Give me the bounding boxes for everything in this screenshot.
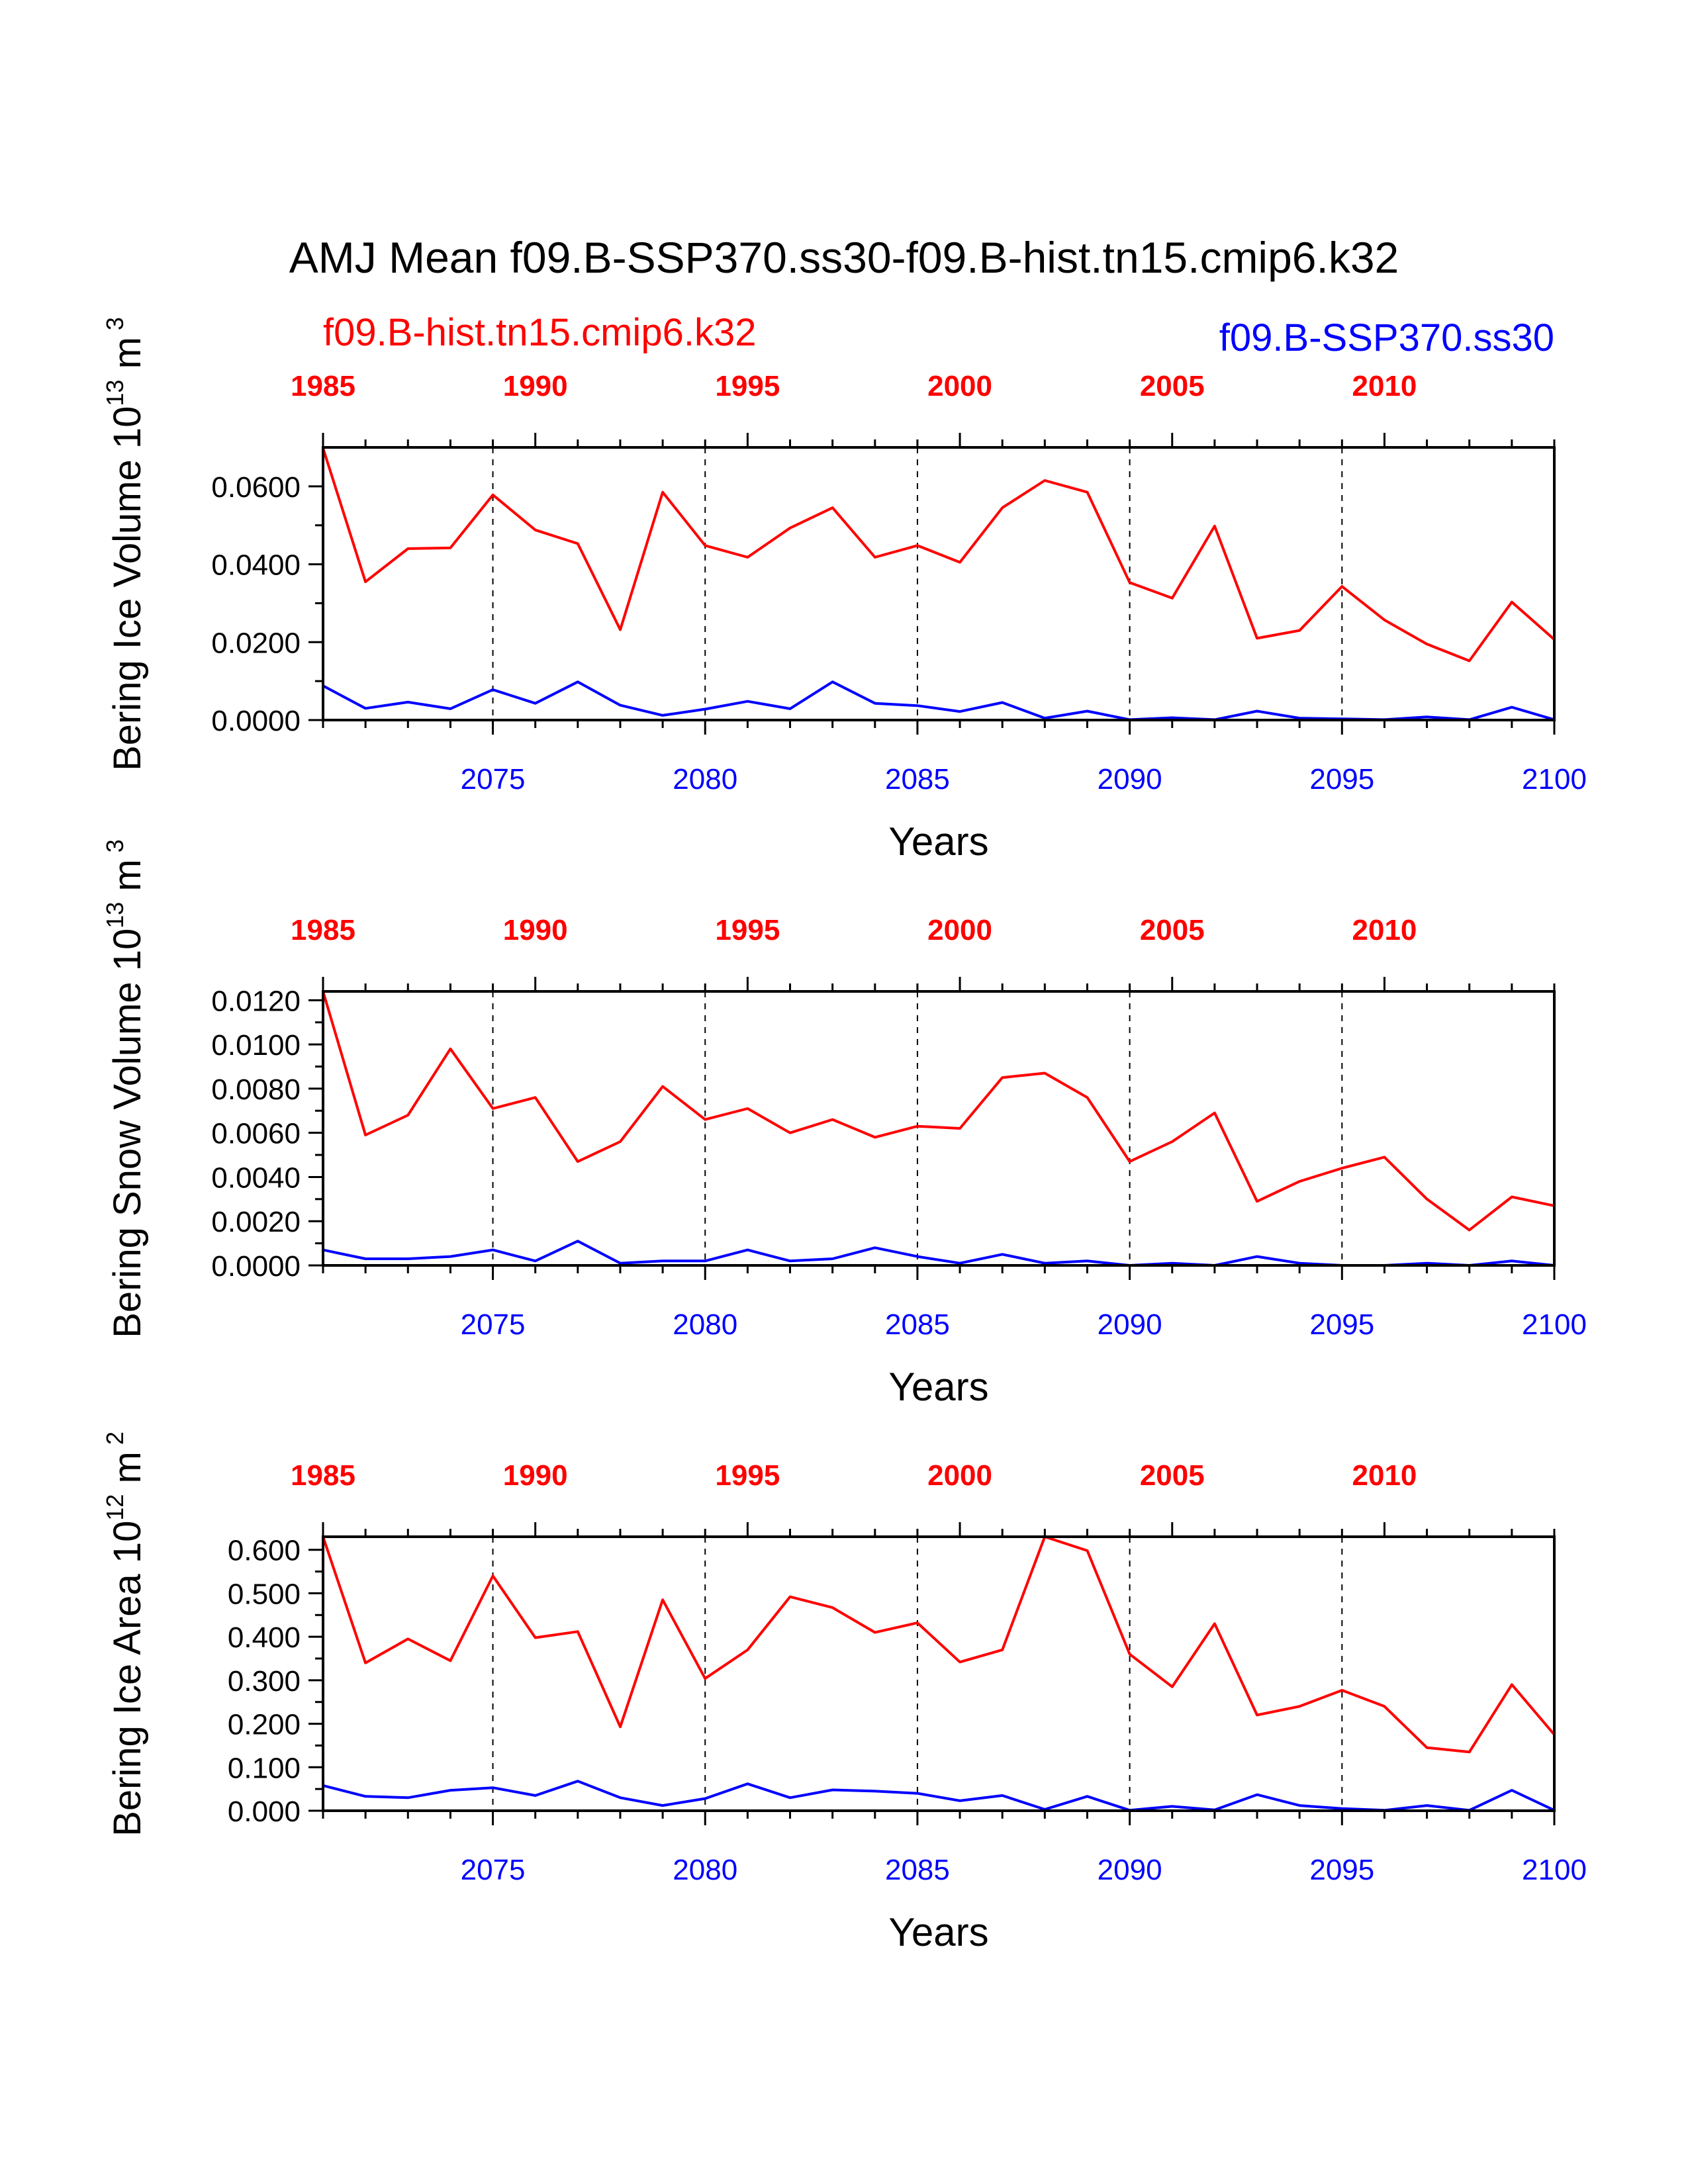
top-tick-label: 1995 <box>715 1459 780 1492</box>
y-tick-label: 0.100 <box>228 1752 301 1784</box>
bottom-tick-label: 2080 <box>673 1308 737 1341</box>
bottom-tick-label: 2100 <box>1522 1308 1587 1341</box>
series-line-hist <box>322 1535 1556 1754</box>
bottom-tick-label: 2095 <box>1309 1308 1374 1341</box>
y-tick-label: 0.0600 <box>211 471 301 504</box>
top-tick-label: 2000 <box>927 370 992 402</box>
legend-hist-case: f09.B-hist.tn15.cmip6.k32 <box>323 311 756 354</box>
plot-frame <box>322 990 1556 1267</box>
top-tick-label: 1990 <box>503 370 568 402</box>
series-line-ssp <box>322 680 1555 721</box>
bottom-tick-label: 2080 <box>673 763 737 796</box>
bottom-tick-label: 2090 <box>1098 763 1162 796</box>
top-tick-label: 1995 <box>715 914 780 946</box>
y-tick-label: 0.600 <box>228 1535 301 1567</box>
y-axis-label: Bering Ice Volume 1013 m 3 <box>101 317 149 771</box>
bottom-tick-label: 2090 <box>1098 1308 1162 1341</box>
panel-2: 2075 2080 2085 2090 2095 2100 1985 1990 1995 2000… <box>101 839 1587 1409</box>
y-tick-label: 0.0000 <box>211 1250 301 1283</box>
top-tick-label: 2010 <box>1352 370 1417 402</box>
y-tick-label: 0.200 <box>228 1709 301 1741</box>
bottom-tick-label: 2085 <box>885 1308 950 1341</box>
plot-frame <box>322 446 1556 721</box>
y-tick-label: 0.0200 <box>211 627 301 659</box>
bottom-tick-label: 2090 <box>1098 1854 1162 1886</box>
y-tick-label: 0.0060 <box>211 1118 301 1150</box>
series-line-hist <box>322 991 1555 1232</box>
bottom-tick-label: 2100 <box>1522 1854 1587 1886</box>
y-axis-label: Bering Snow Volume 1013 m 3 <box>101 839 149 1338</box>
top-tick-label: 1990 <box>503 1459 568 1492</box>
y-tick-label: 0.0000 <box>211 705 301 737</box>
y-tick-label: 0.000 <box>228 1796 301 1828</box>
panel-3: 2075 2080 2085 2090 2095 2100 1985 1990 1995 2000… <box>101 1432 1587 1954</box>
series-line-ssp <box>322 1240 1555 1267</box>
y-tick-label: 0.0080 <box>211 1073 301 1106</box>
y-tick-label: 0.0040 <box>211 1161 301 1194</box>
x-axis-label: Years <box>888 1365 988 1409</box>
top-tick-label: 2005 <box>1140 1459 1205 1492</box>
y-tick-label: 0.0400 <box>211 549 301 582</box>
bottom-tick-label: 2075 <box>461 1308 526 1341</box>
top-tick-label: 1985 <box>291 914 355 946</box>
top-tick-label: 2000 <box>927 1459 992 1492</box>
panels-container: 2075 2080 2085 2090 2095 2100 1985 1990 1995 2000… <box>101 317 1587 1954</box>
bottom-tick-label: 2080 <box>673 1854 737 1886</box>
top-tick-label: 2000 <box>927 914 992 946</box>
x-axis-label: Years <box>888 819 988 864</box>
bottom-tick-label: 2085 <box>885 1854 950 1886</box>
bottom-tick-label: 2100 <box>1522 763 1587 796</box>
bottom-tick-label: 2075 <box>461 763 526 796</box>
y-tick-label: 0.0120 <box>211 985 301 1017</box>
panel-1: 2075 2080 2085 2090 2095 2100 1985 1990 1995 2000… <box>101 317 1587 864</box>
top-tick-label: 2005 <box>1140 914 1205 946</box>
bottom-tick-label: 2095 <box>1309 763 1374 796</box>
top-tick-label: 1985 <box>291 1459 355 1492</box>
top-tick-label: 2010 <box>1352 914 1417 946</box>
figure-title: AMJ Mean f09.B-SSP370.ss30-f09.B-hist.tn… <box>289 233 1399 282</box>
top-tick-label: 2005 <box>1140 370 1205 402</box>
series-line-ssp <box>322 1780 1555 1812</box>
top-tick-label: 2010 <box>1352 1459 1417 1492</box>
y-tick-label: 0.0020 <box>211 1206 301 1238</box>
y-tick-label: 0.500 <box>228 1578 301 1610</box>
bottom-tick-label: 2095 <box>1309 1854 1374 1886</box>
y-tick-label: 0.400 <box>228 1621 301 1654</box>
series-line-hist <box>322 447 1556 662</box>
top-tick-label: 1995 <box>715 370 780 402</box>
y-axis-label: Bering Ice Area 1012 m 2 <box>101 1432 149 1837</box>
y-tick-label: 0.300 <box>228 1665 301 1698</box>
legend-ssp-case: f09.B-SSP370.ss30 <box>1219 316 1554 359</box>
top-tick-label: 1985 <box>291 370 355 402</box>
x-axis-label: Years <box>888 1910 988 1954</box>
bottom-tick-label: 2075 <box>461 1854 526 1886</box>
y-tick-label: 0.0100 <box>211 1029 301 1062</box>
top-tick-label: 1990 <box>503 914 568 946</box>
bottom-tick-label: 2085 <box>885 763 950 796</box>
plot-frame <box>322 1535 1556 1812</box>
